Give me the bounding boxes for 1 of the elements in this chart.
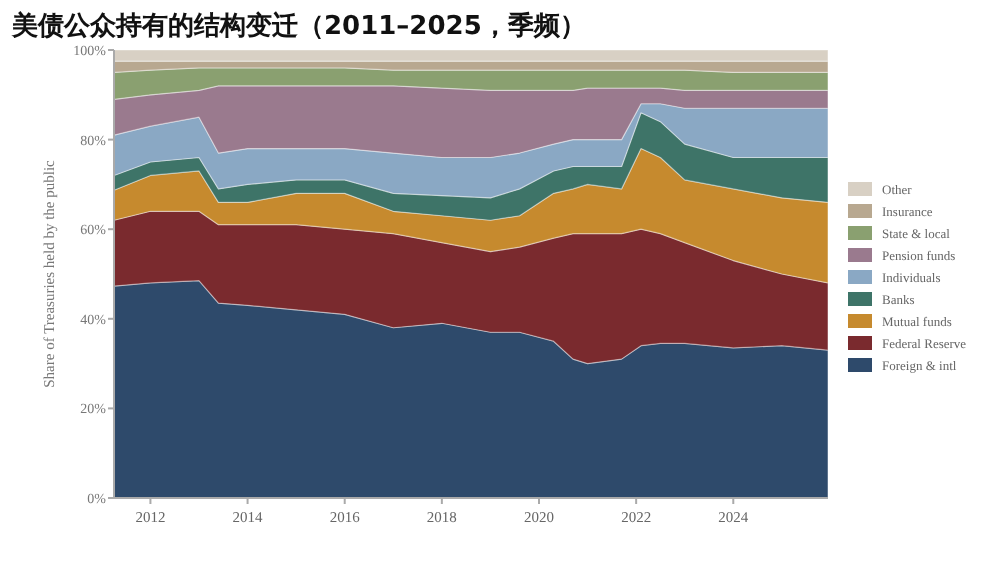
chart-title: 美债公众持有的结构变迁（2011–2025，季频） xyxy=(10,10,586,42)
